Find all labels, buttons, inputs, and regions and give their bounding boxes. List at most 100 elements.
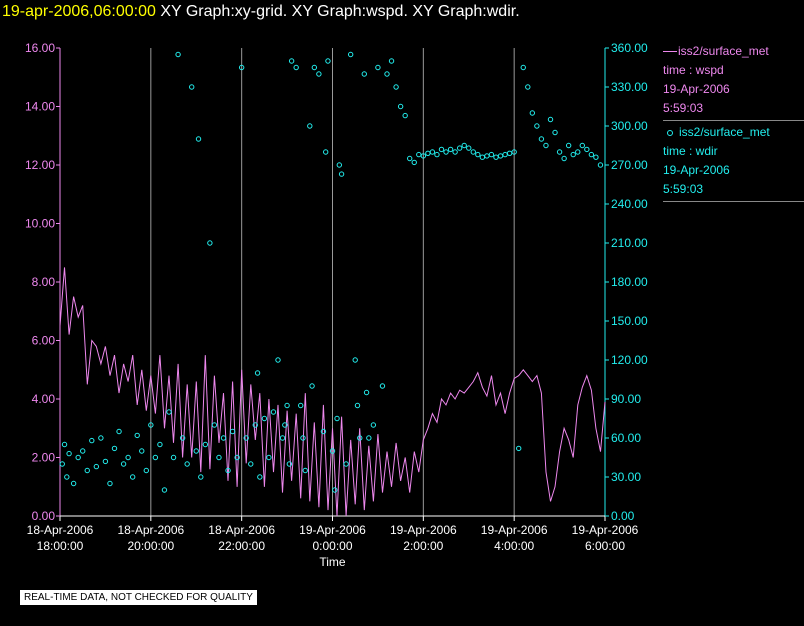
wdir-point xyxy=(298,402,304,409)
wdir-point xyxy=(447,146,454,153)
wdir-point xyxy=(393,84,399,90)
wdir-point xyxy=(529,110,536,116)
x-tick-date: 19-Apr-2006 xyxy=(481,523,548,537)
legend-wspd-var: time : wspd xyxy=(663,63,724,77)
y-left-tick-label: 2.00 xyxy=(32,451,56,465)
wdir-point xyxy=(66,450,72,457)
wdir-point xyxy=(516,445,522,452)
wdir-point xyxy=(129,474,136,480)
x-tick-time: 20:00:00 xyxy=(127,539,174,553)
x-tick-time: 2:00:00 xyxy=(403,539,443,553)
wdir-point xyxy=(248,461,254,467)
wdir-point xyxy=(288,58,295,64)
wdir-point xyxy=(93,463,100,470)
wdir-point xyxy=(411,159,417,166)
wdir-point xyxy=(332,487,338,493)
y-right-tick-label: 30.00 xyxy=(611,470,641,484)
wdir-point xyxy=(229,428,236,435)
wdir-point xyxy=(593,154,599,160)
legend-wspd-source: iss2/surface_met xyxy=(678,44,769,58)
wdir-point xyxy=(334,415,340,422)
wdir-point xyxy=(370,422,377,428)
y-left-tick-label: 16.00 xyxy=(25,41,55,55)
wdir-point xyxy=(98,435,104,441)
x-tick-time: 6:00:00 xyxy=(585,539,625,553)
wdir-point xyxy=(307,123,313,129)
wdir-point xyxy=(309,383,315,389)
axes xyxy=(56,47,609,521)
x-tick-date: 18-Apr-2006 xyxy=(208,523,275,537)
wdir-point xyxy=(225,467,231,474)
wdir-point xyxy=(111,445,118,452)
wdir-point xyxy=(107,480,113,487)
wdir-point xyxy=(254,370,261,376)
wdir-point xyxy=(552,129,558,136)
wspd-series xyxy=(59,267,606,517)
legend-wspd-date: 19-Apr-2006 xyxy=(663,82,730,96)
wdir-point xyxy=(493,154,499,160)
y-left-tick-label: 14.00 xyxy=(25,100,55,114)
wdir-point xyxy=(597,162,604,168)
wdir-point xyxy=(316,71,322,77)
wdir-point xyxy=(202,441,209,448)
wdir-point xyxy=(354,402,361,409)
title-graphs: XY Graph:xy-grid. XY Graph:wspd. XY Grap… xyxy=(160,3,520,20)
wdir-point xyxy=(170,454,177,461)
wdir-point xyxy=(75,454,81,461)
wdir-point xyxy=(193,448,199,454)
y-right-tick-label: 360.00 xyxy=(611,41,648,55)
wdir-point xyxy=(357,435,363,441)
x-tick-time: 18:00:00 xyxy=(37,539,84,553)
wdir-point xyxy=(211,422,218,428)
wdir-point xyxy=(139,448,145,454)
wdir-point xyxy=(407,155,413,162)
wdir-point xyxy=(179,435,186,441)
x-tick-time: 4:00:00 xyxy=(494,539,534,553)
legend-wdir: iss2/surface_met time : wdir 19-Apr-2006… xyxy=(663,123,804,202)
y-right-tick-label: 300.00 xyxy=(611,119,648,133)
wdir-point xyxy=(538,136,545,142)
wdir-point xyxy=(84,467,90,474)
wdir-point xyxy=(402,112,408,119)
wdir-point xyxy=(570,151,576,158)
y-right-tick-label: 330.00 xyxy=(611,80,648,94)
wdir-point xyxy=(397,103,404,110)
y-left-tick-label: 8.00 xyxy=(32,275,56,289)
wdir-point xyxy=(282,422,288,428)
y-right-tick-label: 240.00 xyxy=(611,197,648,211)
line-swatch-icon xyxy=(663,51,677,53)
y-right-tick-label: 120.00 xyxy=(611,353,648,367)
wdir-point xyxy=(525,84,531,90)
wdir-point xyxy=(363,389,370,396)
wdir-point xyxy=(497,153,504,159)
wdir-point xyxy=(420,153,427,159)
y-right-tick-label: 210.00 xyxy=(611,236,648,250)
wdir-point xyxy=(148,422,154,428)
wdir-point xyxy=(488,151,495,158)
wdir-series xyxy=(59,51,604,493)
wdir-point xyxy=(300,435,306,441)
wdir-point xyxy=(502,151,508,158)
wdir-point xyxy=(284,402,290,409)
wdir-point xyxy=(198,474,204,480)
wdir-point xyxy=(120,461,127,467)
wdir-point xyxy=(325,58,331,64)
x-tick-date: 18-Apr-2006 xyxy=(117,523,184,537)
y-right-tick-label: 270.00 xyxy=(611,158,648,172)
wdir-point xyxy=(286,461,293,467)
y-right-tick-label: 0.00 xyxy=(611,509,635,523)
wdir-point xyxy=(59,461,65,467)
x-axis-label: Time xyxy=(319,555,346,569)
wdir-point xyxy=(157,441,163,448)
wdir-point xyxy=(175,51,181,58)
legend: iss2/surface_met time : wspd 19-Apr-2006… xyxy=(663,42,804,204)
wdir-point xyxy=(80,448,86,454)
wdir-point xyxy=(556,149,563,155)
y-right-tick-label: 150.00 xyxy=(611,314,648,328)
legend-wspd: iss2/surface_met time : wspd 19-Apr-2006… xyxy=(663,42,804,121)
wdir-point xyxy=(257,474,263,480)
wdir-point xyxy=(511,149,517,155)
wdir-point xyxy=(588,151,595,158)
wdir-point xyxy=(243,435,249,441)
wdir-point xyxy=(234,454,240,461)
